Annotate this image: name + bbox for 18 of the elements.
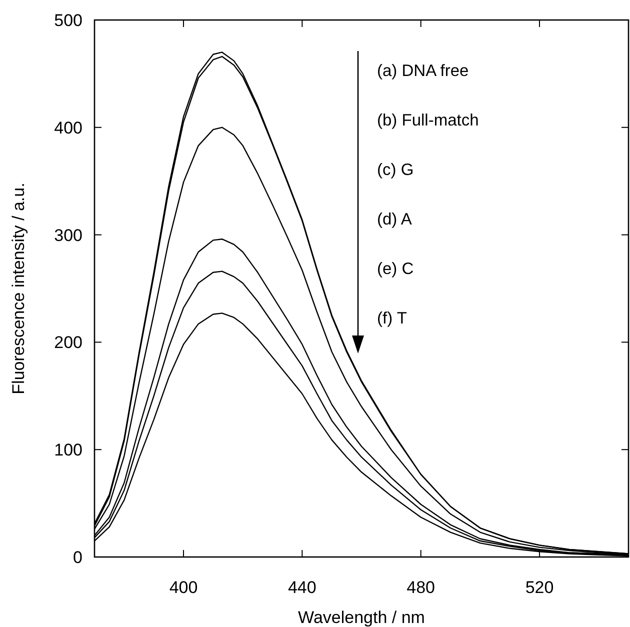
y-tick-label: 100 [54, 440, 82, 460]
annotation: (f) T [377, 309, 407, 328]
x-tick-label: 520 [525, 578, 554, 597]
annotation: (e) C [377, 260, 414, 278]
y-tick-label: 0 [73, 548, 82, 567]
y-tick-label: 400 [54, 118, 82, 138]
y-tick-label: 300 [54, 226, 82, 245]
annotation: (b) Full-match [377, 111, 479, 130]
x-tick-label: 480 [406, 578, 436, 597]
annotation: (d) A [377, 210, 412, 228]
annotation: (a) DNA free [377, 62, 469, 80]
x-tick-label: 400 [169, 578, 198, 597]
annotation: (c) G [377, 160, 414, 179]
y-axis-title: Fluorescence intensity / a.u. [9, 182, 28, 394]
y-tick-label: 500 [54, 10, 82, 30]
x-tick-label: 440 [288, 578, 316, 597]
x-axis-title: Wavelength / nm [298, 608, 425, 627]
y-tick-label: 200 [54, 333, 82, 352]
